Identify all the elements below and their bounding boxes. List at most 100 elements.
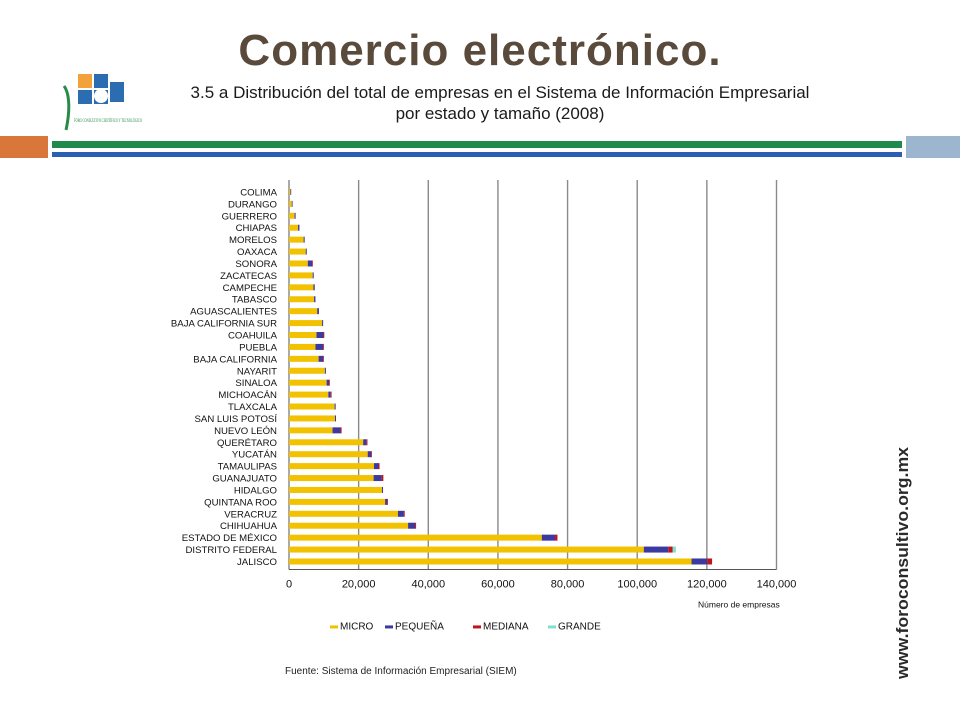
legend-label: MICRO (340, 621, 374, 632)
category-label: QUINTANA ROO (204, 497, 277, 508)
category-label: SAN LUIS POTOSÍ (195, 414, 278, 425)
bar-mediana (311, 260, 313, 267)
bar-micro (289, 212, 295, 219)
category-label: TLAXCALA (228, 402, 278, 413)
bar-mediana (329, 379, 330, 386)
bar-micro (289, 391, 329, 398)
category-label: CAMPECHE (223, 283, 277, 294)
bar-mediana (323, 355, 324, 362)
bar-micro (289, 522, 409, 529)
category-label: TAMAULIPAS (218, 462, 277, 473)
bar-mediana (371, 451, 372, 458)
bar-micro (289, 355, 319, 362)
bar-micro (289, 320, 323, 327)
legend-swatch (473, 625, 481, 629)
chart-title-block: 3.5 a Distribución del total de empresas… (150, 82, 850, 124)
category-label: COLIMA (240, 187, 277, 198)
foro-consultivo-logo: FORO CONSULTIVO CIENTÍFICO Y TECNOLÓGICO (62, 74, 142, 131)
category-label: QUERÉTARO (217, 438, 277, 449)
bar-micro (289, 415, 335, 422)
legend-swatch (385, 625, 393, 629)
bar-pequeña (294, 212, 296, 219)
slide-title: Comercio electrónico. (238, 26, 722, 75)
bar-pequeña (315, 343, 324, 350)
bar-pequeña (290, 188, 292, 195)
legend-label: PEQUEÑA (395, 619, 444, 632)
stacked-bar-chart: COLIMADURANGOGUERREROCHIAPASMORELOSOAXAC… (171, 180, 797, 632)
legend-swatch (548, 625, 556, 629)
bar-mediana (340, 427, 342, 434)
legend-label: MEDIANA (483, 621, 529, 632)
bar-micro (289, 284, 314, 291)
bar-pequeña (367, 451, 372, 458)
category-label: ZACATECAS (220, 271, 277, 282)
bar-pequeña (318, 355, 324, 362)
chart-subtitle: por estado y tamaño (2008) (395, 104, 605, 123)
legend-swatch (330, 625, 338, 629)
bar-micro (289, 475, 374, 482)
bar-micro (289, 486, 382, 493)
category-label: SONORA (235, 259, 277, 270)
bar-micro (289, 188, 291, 195)
category-label: OAXACA (237, 247, 278, 258)
category-label: SINALOA (235, 378, 277, 389)
x-tick-label: 40,000 (411, 578, 445, 590)
category-label: ESTADO DE MÉXICO (182, 533, 277, 544)
bar-mediana (415, 522, 417, 529)
bar-pequeña (381, 486, 384, 493)
bar-pequeña (408, 522, 416, 529)
bar-mediana (378, 463, 380, 470)
category-label: MICHOACÁN (218, 390, 277, 401)
bar-pequeña (316, 332, 324, 338)
bar-micro (289, 498, 386, 505)
header-stripe-green (52, 141, 902, 148)
bar-pequeña (334, 403, 336, 410)
bar-micro (289, 510, 398, 517)
category-label: AGUASCALIENTES (190, 307, 277, 318)
bar-micro (289, 296, 315, 303)
category-label: NAYARIT (237, 366, 277, 377)
bar-micro (289, 427, 333, 434)
x-tick-label: 20,000 (342, 578, 376, 590)
category-label: DISTRITO FEDERAL (185, 545, 277, 556)
bar-mediana (403, 510, 405, 517)
category-label: MORELOS (229, 235, 277, 246)
bar-micro (289, 248, 306, 255)
bar-pequeña (373, 463, 379, 470)
x-axis-label: Número de empresas (698, 599, 780, 609)
x-tick-label: 100,000 (617, 578, 657, 590)
x-tick-label: 80,000 (551, 578, 585, 590)
bar-micro (289, 534, 542, 541)
bar-micro (289, 439, 364, 446)
header-band-right (906, 136, 960, 158)
bar-pequeña (291, 200, 293, 207)
bar-mediana (707, 558, 713, 565)
category-label: BAJA CALIFORNIA SUR (171, 319, 277, 330)
header-stripe-blue (52, 152, 902, 157)
bar-pequeña (313, 284, 315, 291)
x-tick-label: 140,000 (757, 578, 797, 590)
bar-micro (289, 224, 299, 231)
bar-mediana (330, 391, 332, 398)
bar-pequeña (326, 379, 330, 386)
category-label: PUEBLA (239, 342, 277, 353)
bar-micro (289, 546, 644, 553)
bar-mediana (323, 332, 325, 338)
category-label: NUEVO LEÓN (214, 426, 277, 437)
category-label: VERACRUZ (224, 509, 277, 520)
bar-pequeña (643, 546, 669, 553)
bar-pequeña (314, 296, 316, 303)
bar-pequeña (373, 475, 382, 482)
category-label: TABASCO (232, 295, 277, 306)
bar-micro (289, 403, 335, 410)
bar-mediana (555, 534, 558, 541)
side-url: www.foroconsultivo.org.mx (893, 446, 912, 680)
category-label: YUCATÁN (232, 450, 277, 461)
bar-pequeña (385, 498, 388, 505)
bar-mediana (381, 475, 384, 482)
bar-pequeña (317, 308, 319, 315)
category-label: BAJA CALIFORNIA (193, 354, 277, 365)
bar-micro (289, 451, 368, 458)
bar-micro (289, 463, 374, 470)
category-label: DURANGO (228, 199, 277, 210)
